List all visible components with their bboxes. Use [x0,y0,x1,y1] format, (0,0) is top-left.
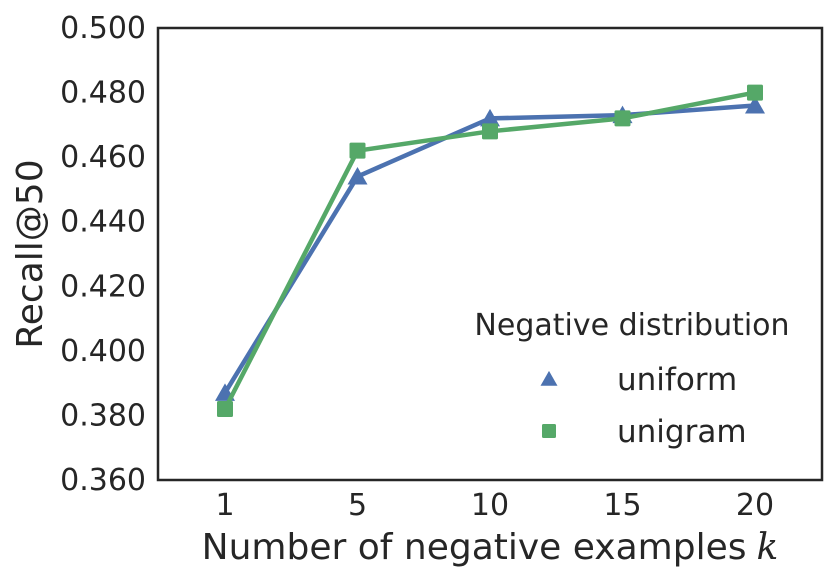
y-tick-label: 0.480 [60,76,146,111]
legend-title: Negative distribution [474,308,789,343]
x-tick-label: 20 [736,488,774,523]
x-tick-label: 1 [215,488,234,523]
x-axis-label-text: Number of negative examples [202,527,747,568]
square-marker-icon [542,424,556,438]
data-point-uniform-k20 [745,95,765,114]
data-point-unigram-k15 [614,110,631,127]
y-tick-label: 0.420 [60,269,146,304]
x-axis-label: Number of negative examples k [202,527,779,568]
legend-label-uniform: uniform [617,362,737,398]
y-tick-label: 0.400 [60,334,146,369]
legend-label-unigram: unigram [617,414,747,450]
x-tick-label: 5 [348,488,367,523]
triangle-marker-icon [540,370,558,386]
x-tick-label: 15 [603,488,641,523]
y-tick-label: 0.380 [60,398,146,433]
data-point-unigram-k5 [349,142,366,159]
x-axis-label-math-k: k [756,527,778,568]
data-point-uniform-k10 [480,108,500,127]
y-tick-label: 0.360 [60,463,146,498]
y-tick-label: 0.460 [60,140,146,175]
y-tick-label: 0.440 [60,205,146,240]
data-point-uniform-k5 [347,167,368,185]
axes-frame [156,26,824,482]
x-tick-label: 10 [471,488,509,523]
data-point-unigram-k20 [747,84,763,101]
y-tick-label: 0.500 [60,11,146,46]
data-point-unigram-k1 [217,400,233,417]
y-axis-label: Recall@50 [10,159,51,348]
data-point-unigram-k10 [482,123,498,140]
